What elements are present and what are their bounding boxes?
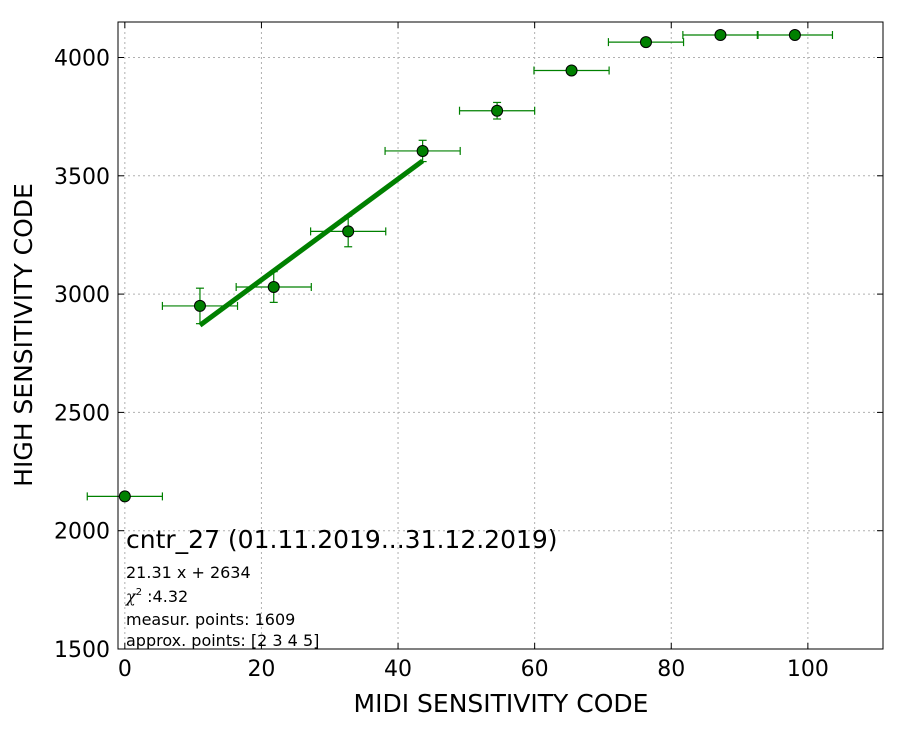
plot-frame: [117, 21, 884, 650]
annotation-title: cntr_27 (01.11.2019...31.12.2019): [126, 525, 558, 554]
data-point-7: [607, 36, 685, 49]
marker: [118, 490, 131, 503]
y-tick-label: 3000: [54, 283, 110, 308]
annotation-measured-points: measur. points: 1609: [126, 610, 295, 629]
data-point-2: [235, 271, 312, 303]
x-axis-title: MIDI SENSITIVITY CODE: [354, 689, 649, 718]
y-tick-label: 1500: [54, 638, 110, 663]
tick-labels: 0 20 40 60 80 100 1500 2000 2500 3000 3500 4000: [54, 46, 829, 682]
x-tick-label: 0: [118, 657, 132, 682]
chi-power: 2: [136, 587, 142, 598]
annotation-chi-square: χ2 :4.32: [125, 587, 188, 606]
x-tick-label: 20: [247, 657, 275, 682]
chi-symbol: χ: [125, 587, 137, 606]
marker: [788, 29, 801, 42]
marker: [639, 36, 652, 49]
marker: [267, 280, 280, 293]
data-point-0: [86, 490, 163, 503]
data-point-8: [682, 29, 759, 42]
marker: [565, 64, 578, 77]
data-point-6: [533, 64, 610, 77]
y-tick-label: 2500: [54, 401, 110, 426]
marker: [193, 299, 206, 312]
x-tick-label: 60: [521, 657, 549, 682]
x-tick-label: 100: [787, 657, 829, 682]
y-axis-title: HIGH SENSITIVITY CODE: [9, 183, 38, 487]
points-layer: [86, 29, 834, 503]
marker: [491, 104, 504, 117]
y-tick-label: 2000: [54, 520, 110, 545]
data-point-4: [384, 139, 461, 163]
y-tick-label: 3500: [54, 165, 110, 190]
y-tick-label: 4000: [54, 46, 110, 71]
fit-layer: [198, 158, 425, 328]
data-point-3: [310, 215, 387, 248]
marker: [416, 144, 429, 157]
fit-line: [198, 158, 425, 328]
chi-value: :4.32: [142, 587, 188, 606]
data-point-5: [458, 101, 536, 120]
ticks: [118, 22, 883, 650]
x-tick-label: 80: [657, 657, 685, 682]
marker: [714, 29, 727, 42]
data-point-1: [161, 287, 239, 325]
grid: [118, 22, 883, 649]
x-tick-label: 40: [384, 657, 412, 682]
annotation-equation: 21.31 x + 2634: [126, 563, 251, 582]
annotation-approx-points: approx. points: [2 3 4 5]: [126, 631, 319, 650]
data-point-9: [756, 29, 834, 42]
marker: [342, 225, 355, 238]
